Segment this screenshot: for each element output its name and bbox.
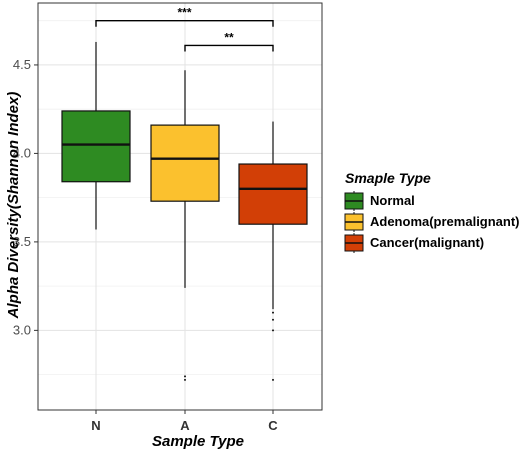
outlier-point [184, 375, 186, 378]
legend-item: Normal [344, 191, 415, 211]
legend-label: Adenoma(premalignant) [370, 214, 520, 229]
plot-area: 3.03.54.04.5*****N A C [13, 2, 323, 433]
significance-bracket: ** [184, 30, 274, 52]
legend-item: Cancer(malignant) [344, 233, 484, 253]
x-tick-label: C [268, 418, 278, 433]
outlier-point [272, 318, 274, 321]
significance-bracket: *** [95, 6, 274, 27]
bracket-line [95, 19, 274, 27]
plot-border [37, 2, 323, 411]
outlier-point [272, 378, 274, 381]
iqr-box [150, 124, 220, 202]
outlier-point [272, 311, 274, 314]
outlier-point [184, 378, 186, 381]
y-axis-title: Alpha Diversity(Shannon Index) [5, 92, 22, 320]
legend-label: Normal [370, 193, 415, 208]
iqr-box [238, 163, 308, 225]
box-A [150, 70, 220, 381]
significance-label: *** [177, 6, 191, 20]
y-tick-label: 3.5 [13, 234, 31, 249]
box-N [61, 41, 131, 230]
x-tick-label: N [91, 418, 100, 433]
x-tick-label: A [180, 418, 190, 433]
x-axis-title: Sample Type [152, 433, 244, 450]
significance-label: ** [224, 30, 234, 44]
legend-title: Smaple Type [345, 170, 431, 186]
legend-item: Adenoma(premalignant) [344, 212, 520, 232]
legend-label: Cancer(malignant) [370, 235, 484, 250]
bracket-line [184, 44, 274, 52]
y-tick-label: 4.5 [13, 57, 31, 72]
legend: Normal Adenoma(premalignant) Cancer(malign… [344, 191, 520, 253]
y-tick-label: 3.0 [13, 322, 31, 337]
iqr-box [61, 110, 131, 183]
outlier-point [272, 329, 274, 332]
box-C [238, 121, 308, 381]
y-tick-label: 4.0 [13, 145, 31, 160]
